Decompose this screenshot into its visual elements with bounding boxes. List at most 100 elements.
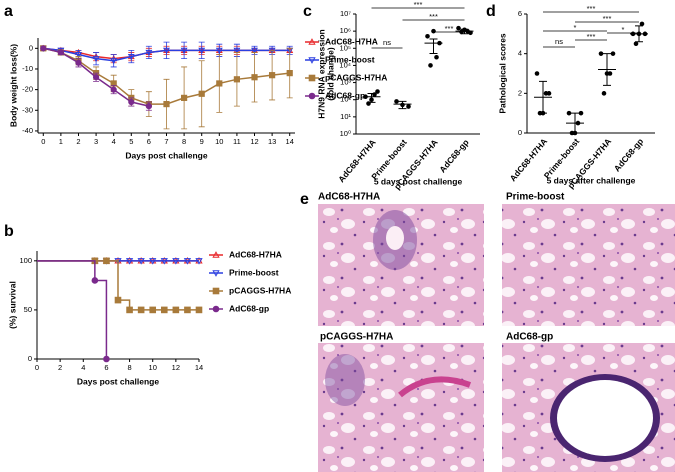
legend-label: pCAGGS-H7HA	[229, 285, 291, 295]
x-axis-label: 5 days post challenge	[374, 176, 463, 186]
x-tick-label: 12	[250, 137, 258, 146]
legend-label: Prime-boost	[229, 267, 279, 277]
histology-feature	[398, 376, 472, 398]
marker	[114, 296, 122, 304]
marker	[75, 59, 82, 66]
y-axis-label: H7N9 RNA expression	[316, 29, 326, 118]
marker	[184, 306, 191, 314]
histology-feature	[386, 226, 404, 250]
y-tick-label: 100	[19, 256, 32, 265]
marker	[308, 38, 316, 45]
x-tick-label: 14	[195, 363, 203, 372]
data-point	[578, 110, 584, 116]
marker	[181, 94, 188, 101]
y-tick-label: -40	[22, 126, 33, 135]
x-axis-label: Days post challenge	[125, 150, 207, 160]
panel-label: b	[4, 223, 14, 240]
error-bar	[163, 41, 170, 60]
x-tick-label: 4	[81, 363, 85, 372]
x-tick-label: 0	[35, 363, 39, 372]
x-tick-label: AdC68-gp	[612, 136, 645, 173]
marker	[149, 306, 157, 314]
mean-sd	[534, 80, 552, 114]
x-tick-label: 10	[215, 137, 223, 146]
data-point	[394, 99, 399, 104]
y-tick-label: 0	[518, 128, 522, 137]
error-bar	[145, 45, 152, 60]
x-tick-label: 13	[268, 137, 276, 146]
marker	[163, 100, 170, 108]
marker	[75, 51, 82, 59]
marker	[103, 355, 110, 363]
marker	[233, 47, 241, 55]
y-tick-label: -30	[22, 105, 33, 114]
marker	[215, 47, 223, 55]
marker	[160, 258, 168, 265]
marker	[125, 258, 134, 265]
histology-image	[502, 204, 675, 326]
significance-label: ***	[603, 14, 612, 23]
marker	[251, 74, 258, 81]
marker	[195, 306, 203, 314]
significance-label: *	[574, 23, 577, 32]
marker	[251, 47, 258, 55]
significance-label: ***	[414, 0, 423, 9]
significance-label: ns	[555, 37, 563, 46]
legend-label: AdC68-gp	[325, 90, 365, 100]
histology-feature	[325, 354, 365, 406]
marker	[110, 58, 118, 65]
data-point	[633, 41, 639, 47]
marker	[286, 70, 293, 77]
marker	[195, 258, 203, 265]
marker	[137, 306, 145, 314]
marker	[269, 72, 276, 79]
survival-line	[37, 260, 108, 359]
data-point	[601, 91, 607, 96]
marker	[212, 251, 220, 258]
y-tick-label: 10⁰	[340, 129, 351, 138]
marker	[308, 74, 316, 82]
y-tick-label: 4	[518, 49, 522, 58]
y-tick-label: 6	[518, 9, 522, 18]
mean-sd	[393, 100, 412, 110]
x-tick-label: 14	[286, 137, 294, 146]
marker	[198, 90, 205, 97]
error-bar	[181, 41, 188, 60]
x-tick-label: 7	[164, 137, 168, 146]
data-point	[425, 34, 430, 39]
image-caption: AdC68-H7HA	[318, 192, 380, 203]
y-tick-label: 0	[29, 43, 33, 52]
histology-image	[318, 343, 484, 472]
y-axis-label: (fold change)	[325, 47, 335, 101]
x-tick-label: 2	[76, 137, 80, 146]
mean-sd	[362, 93, 381, 103]
data-point	[598, 51, 604, 56]
mean-sd	[566, 112, 584, 134]
panel-label: c	[303, 3, 312, 20]
error-bar	[93, 52, 100, 66]
marker	[180, 47, 188, 55]
legend-label: AdC68-H7HA	[229, 249, 282, 259]
marker	[149, 258, 157, 265]
x-tick-label: 6	[104, 363, 108, 372]
significance-label: *	[622, 25, 625, 34]
marker	[172, 258, 180, 265]
y-axis-label: (%) survival	[7, 281, 17, 329]
marker	[212, 305, 220, 313]
significance-label: ***	[445, 24, 454, 33]
x-tick-label: 4	[112, 137, 116, 146]
data-point	[566, 110, 572, 116]
marker	[163, 47, 170, 55]
marker	[57, 49, 64, 56]
marker	[216, 80, 223, 87]
significance-label: ***	[587, 4, 596, 13]
y-tick-label: 2	[518, 88, 522, 97]
marker	[160, 306, 168, 314]
marker	[127, 54, 135, 61]
marker	[183, 258, 192, 265]
mean-sd	[424, 38, 443, 54]
marker	[172, 306, 180, 314]
x-tick-label: 2	[58, 363, 62, 372]
error-bar	[198, 41, 205, 60]
